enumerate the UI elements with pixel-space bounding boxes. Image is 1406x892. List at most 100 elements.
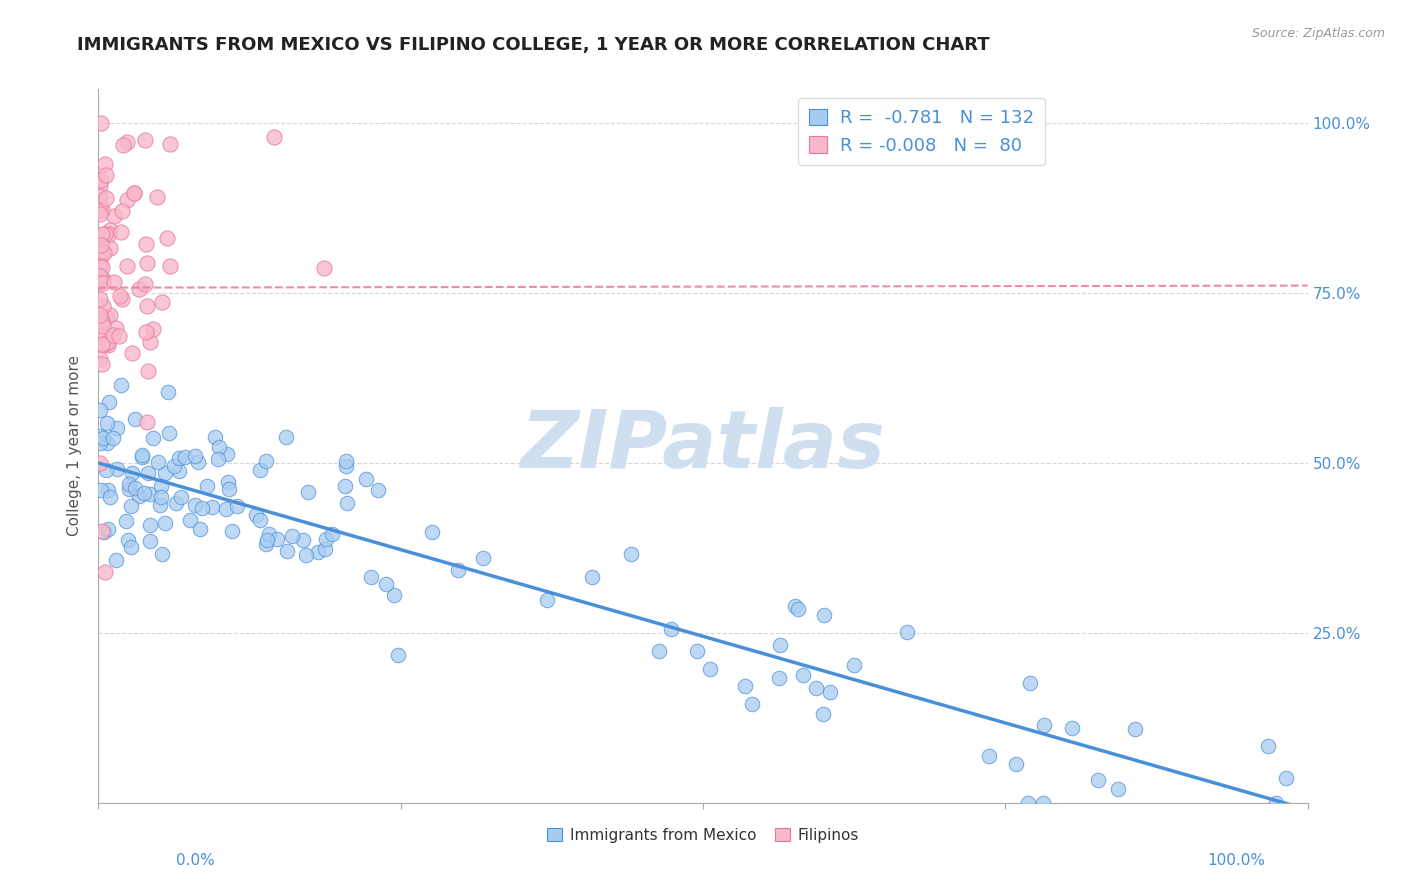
Point (1123, 722, 1146, 736)
Point (173, 450, 195, 464)
Point (89, 274, 111, 288)
Point (90, 524, 112, 538)
Point (115, 193, 138, 207)
Point (89, 403, 111, 417)
Point (150, 294, 173, 309)
Point (115, 259, 138, 273)
Point (128, 489, 150, 503)
Point (150, 490, 173, 504)
Text: Source: ZipAtlas.com: Source: ZipAtlas.com (1251, 27, 1385, 40)
Point (249, 513, 271, 527)
Point (136, 466, 159, 480)
Point (89, 323, 111, 337)
Point (93, 245, 115, 260)
Point (90, 203, 112, 218)
Point (89, 436, 111, 450)
Point (153, 466, 176, 480)
Point (90, 483, 112, 498)
Point (447, 563, 470, 577)
Point (124, 481, 146, 495)
Point (741, 698, 763, 712)
Text: 0.0%: 0.0% (176, 854, 215, 868)
Point (138, 534, 160, 549)
Point (245, 508, 267, 522)
Point (786, 602, 808, 616)
Point (1087, 773, 1109, 788)
Point (97, 483, 120, 497)
Point (118, 482, 141, 496)
Point (111, 137, 134, 152)
Legend: Immigrants from Mexico, Filipinos: Immigrants from Mexico, Filipinos (541, 822, 865, 848)
Point (121, 345, 143, 359)
Point (96, 416, 118, 430)
Point (135, 236, 157, 251)
Point (135, 326, 157, 340)
Point (91, 272, 114, 286)
Point (94, 227, 117, 241)
Point (108, 289, 131, 303)
Point (335, 458, 357, 473)
Point (90, 315, 112, 329)
Point (122, 186, 145, 200)
Point (93, 524, 115, 539)
Point (367, 483, 389, 497)
Point (769, 638, 792, 652)
Point (91, 319, 114, 334)
Point (204, 430, 226, 444)
Point (120, 499, 142, 513)
Point (89, 351, 111, 366)
Point (94, 157, 117, 171)
Point (163, 458, 186, 473)
Point (89, 268, 111, 283)
Point (333, 479, 356, 493)
Point (321, 527, 343, 541)
Point (146, 190, 169, 204)
Point (360, 570, 382, 584)
Point (225, 500, 247, 514)
Point (159, 136, 181, 151)
Point (138, 335, 160, 350)
Point (135, 416, 157, 430)
Point (105, 321, 128, 335)
Point (93, 299, 115, 313)
Point (294, 548, 316, 562)
Point (100, 490, 122, 504)
Point (132, 485, 155, 500)
Point (221, 524, 243, 538)
Point (312, 261, 335, 276)
Point (276, 544, 298, 558)
Point (979, 749, 1001, 764)
Point (98, 308, 121, 322)
Point (207, 440, 229, 454)
Point (104, 552, 127, 566)
Point (89, 260, 111, 274)
Point (90, 248, 112, 262)
Point (105, 421, 128, 435)
Point (191, 501, 214, 516)
Text: IMMIGRANTS FROM MEXICO VS FILIPINO COLLEGE, 1 YEAR OR MORE CORRELATION CHART: IMMIGRANTS FROM MEXICO VS FILIPINO COLLE… (77, 36, 990, 54)
Point (122, 186, 145, 200)
Point (1032, 796, 1054, 810)
Point (97, 523, 120, 537)
Point (138, 487, 160, 501)
Point (896, 624, 918, 639)
Point (254, 454, 277, 468)
Y-axis label: College, 1 year or more: College, 1 year or more (67, 356, 83, 536)
Point (256, 533, 278, 548)
Point (336, 496, 359, 510)
Point (134, 277, 156, 292)
Point (89, 188, 111, 202)
Point (142, 322, 165, 336)
Point (1033, 718, 1056, 732)
Point (89, 308, 111, 322)
Point (266, 532, 288, 546)
Point (842, 658, 865, 673)
Point (101, 431, 124, 445)
Point (155, 516, 177, 531)
Point (659, 623, 682, 637)
Point (314, 542, 336, 557)
Point (315, 532, 337, 546)
Point (111, 203, 134, 218)
Point (215, 447, 238, 461)
Point (139, 518, 162, 533)
